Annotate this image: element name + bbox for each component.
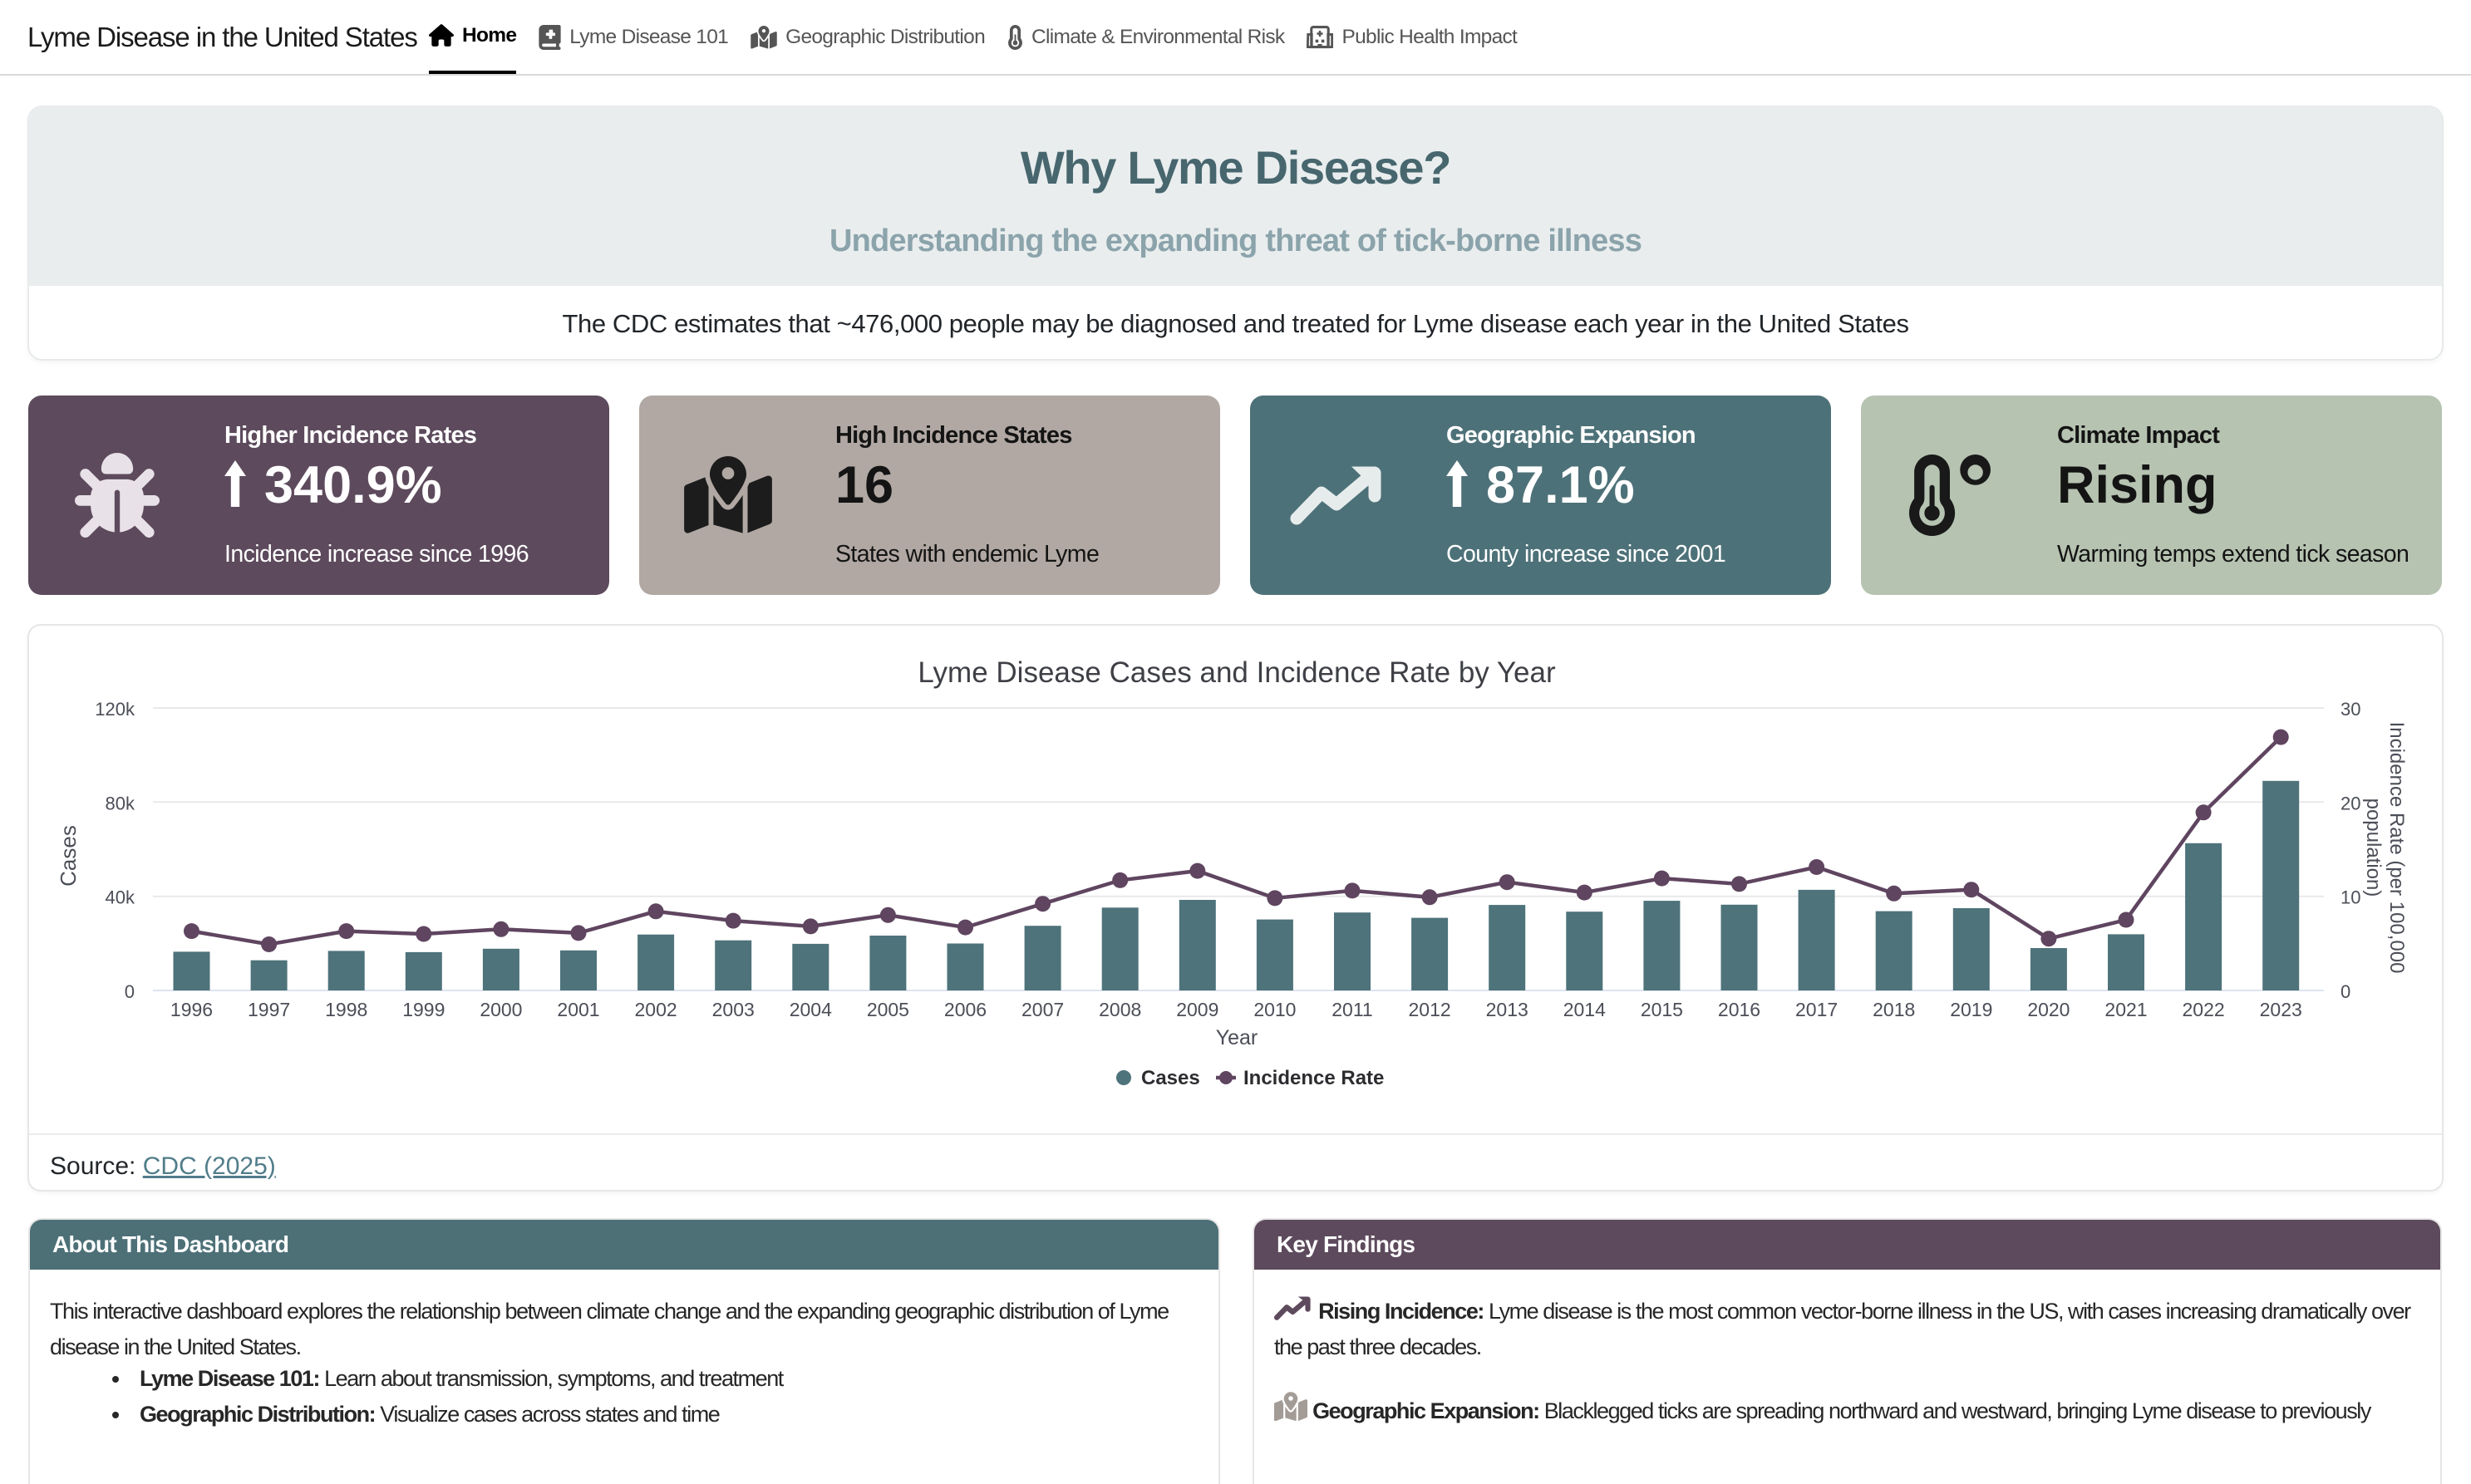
svg-text:2011: 2011	[1331, 999, 1372, 1020]
svg-text:120k: 120k	[95, 699, 135, 720]
svg-text:population): population)	[2362, 799, 2385, 897]
svg-text:1998: 1998	[325, 999, 367, 1020]
svg-text:10: 10	[2341, 887, 2360, 908]
svg-text:2006: 2006	[944, 999, 987, 1020]
svg-text:2003: 2003	[712, 999, 755, 1020]
svg-text:2018: 2018	[1873, 999, 1915, 1020]
svg-text:2020: 2020	[2027, 999, 2070, 1020]
svg-text:Incidence Rate: Incidence Rate	[1243, 1067, 1384, 1089]
svg-text:2010: 2010	[1253, 999, 1296, 1020]
svg-text:40k: 40k	[106, 887, 135, 908]
svg-text:2015: 2015	[1641, 999, 1683, 1020]
svg-text:2000: 2000	[480, 999, 522, 1020]
svg-text:2017: 2017	[1795, 999, 1838, 1020]
svg-text:2004: 2004	[790, 999, 832, 1020]
svg-text:80k: 80k	[106, 793, 135, 813]
svg-text:Incidence Rate (per 100,000: Incidence Rate (per 100,000	[2385, 722, 2408, 974]
svg-text:Year: Year	[1216, 1026, 1258, 1049]
svg-text:1997: 1997	[248, 999, 290, 1020]
svg-text:2019: 2019	[1950, 999, 1992, 1020]
svg-text:2014: 2014	[1563, 999, 1606, 1020]
svg-text:Cases: Cases	[1141, 1067, 1200, 1089]
svg-text:Lyme Disease Cases and Inciden: Lyme Disease Cases and Incidence Rate by…	[918, 656, 1556, 689]
svg-text:2007: 2007	[1021, 999, 1064, 1020]
svg-text:2021: 2021	[2104, 999, 2147, 1020]
svg-text:Cases: Cases	[56, 825, 81, 887]
svg-text:1999: 1999	[402, 999, 445, 1020]
svg-text:2013: 2013	[1486, 999, 1528, 1020]
svg-text:2001: 2001	[557, 999, 599, 1020]
svg-text:2009: 2009	[1176, 999, 1218, 1020]
svg-text:30: 30	[2341, 699, 2360, 720]
svg-text:2016: 2016	[1718, 999, 1760, 1020]
svg-text:2022: 2022	[2183, 999, 2225, 1020]
svg-text:20: 20	[2341, 793, 2360, 813]
svg-text:2005: 2005	[867, 999, 909, 1020]
svg-text:2012: 2012	[1409, 999, 1451, 1020]
svg-text:2023: 2023	[2260, 999, 2302, 1020]
svg-text:0: 0	[2341, 981, 2350, 1002]
svg-text:2008: 2008	[1099, 999, 1141, 1020]
svg-text:1996: 1996	[170, 999, 213, 1020]
svg-text:2002: 2002	[635, 999, 677, 1020]
svg-text:0: 0	[125, 981, 135, 1002]
